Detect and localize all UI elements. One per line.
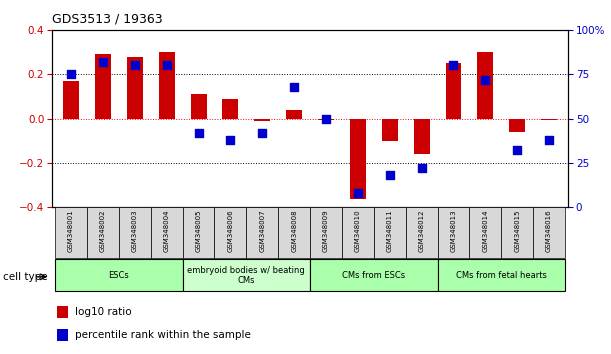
Bar	[510, 119, 525, 132]
Text: CMs from fetal hearts: CMs from fetal hearts	[456, 271, 547, 280]
Text: GSM348003: GSM348003	[132, 210, 138, 252]
Bar	[159, 52, 175, 119]
Text: GSM348004: GSM348004	[164, 210, 170, 252]
Text: GSM348011: GSM348011	[387, 210, 393, 252]
Point	[321, 116, 331, 121]
FancyBboxPatch shape	[437, 207, 469, 258]
Bar	[318, 119, 334, 120]
Text: GSM348012: GSM348012	[419, 210, 425, 252]
Text: GSM348013: GSM348013	[450, 210, 456, 252]
FancyBboxPatch shape	[437, 259, 565, 291]
Bar	[477, 52, 493, 119]
Bar	[541, 119, 557, 120]
Bar	[445, 63, 461, 119]
Text: GSM348005: GSM348005	[196, 210, 202, 252]
Bar	[57, 307, 68, 318]
Point	[417, 165, 426, 171]
Bar	[57, 330, 68, 341]
FancyBboxPatch shape	[501, 207, 533, 258]
Bar	[414, 119, 430, 154]
Point	[448, 63, 458, 68]
Text: GSM348008: GSM348008	[291, 210, 297, 252]
Point	[130, 63, 140, 68]
Bar	[350, 119, 366, 199]
Text: GSM348015: GSM348015	[514, 210, 520, 252]
Bar	[254, 119, 270, 121]
Point	[544, 137, 554, 143]
Text: log10 ratio: log10 ratio	[75, 307, 132, 318]
FancyBboxPatch shape	[342, 207, 374, 258]
Point	[513, 148, 522, 153]
Text: GSM348009: GSM348009	[323, 210, 329, 252]
Point	[289, 84, 299, 90]
FancyBboxPatch shape	[310, 207, 342, 258]
Text: GSM348010: GSM348010	[355, 210, 361, 252]
Point	[194, 130, 203, 136]
Point	[225, 137, 235, 143]
Text: CMs from ESCs: CMs from ESCs	[342, 271, 405, 280]
Text: percentile rank within the sample: percentile rank within the sample	[75, 330, 251, 341]
Point	[66, 72, 76, 77]
Text: embryoid bodies w/ beating
CMs: embryoid bodies w/ beating CMs	[188, 266, 306, 285]
FancyBboxPatch shape	[310, 259, 437, 291]
Point	[162, 63, 172, 68]
Text: GSM348014: GSM348014	[482, 210, 488, 252]
Bar	[63, 81, 79, 119]
Point	[385, 172, 395, 178]
Text: ESCs: ESCs	[109, 271, 130, 280]
Text: GSM348001: GSM348001	[68, 210, 74, 252]
FancyBboxPatch shape	[214, 207, 246, 258]
Point	[257, 130, 267, 136]
Bar	[222, 99, 238, 119]
Bar	[286, 110, 302, 119]
Text: cell type: cell type	[3, 272, 48, 282]
Bar	[127, 57, 143, 119]
FancyBboxPatch shape	[55, 207, 87, 258]
Text: GSM348006: GSM348006	[227, 210, 233, 252]
Text: GSM348002: GSM348002	[100, 210, 106, 252]
Point	[353, 190, 363, 196]
FancyBboxPatch shape	[469, 207, 501, 258]
Point	[98, 59, 108, 65]
Bar	[382, 119, 398, 141]
Text: GSM348007: GSM348007	[259, 210, 265, 252]
Text: GDS3513 / 19363: GDS3513 / 19363	[52, 12, 163, 25]
FancyBboxPatch shape	[406, 207, 437, 258]
Bar	[191, 94, 207, 119]
FancyBboxPatch shape	[374, 207, 406, 258]
FancyBboxPatch shape	[278, 207, 310, 258]
Bar	[95, 55, 111, 119]
FancyBboxPatch shape	[55, 259, 183, 291]
FancyBboxPatch shape	[246, 207, 278, 258]
FancyBboxPatch shape	[183, 259, 310, 291]
FancyBboxPatch shape	[87, 207, 119, 258]
FancyBboxPatch shape	[533, 207, 565, 258]
FancyBboxPatch shape	[119, 207, 151, 258]
FancyBboxPatch shape	[183, 207, 214, 258]
Text: GSM348016: GSM348016	[546, 210, 552, 252]
Point	[480, 77, 490, 82]
FancyBboxPatch shape	[151, 207, 183, 258]
